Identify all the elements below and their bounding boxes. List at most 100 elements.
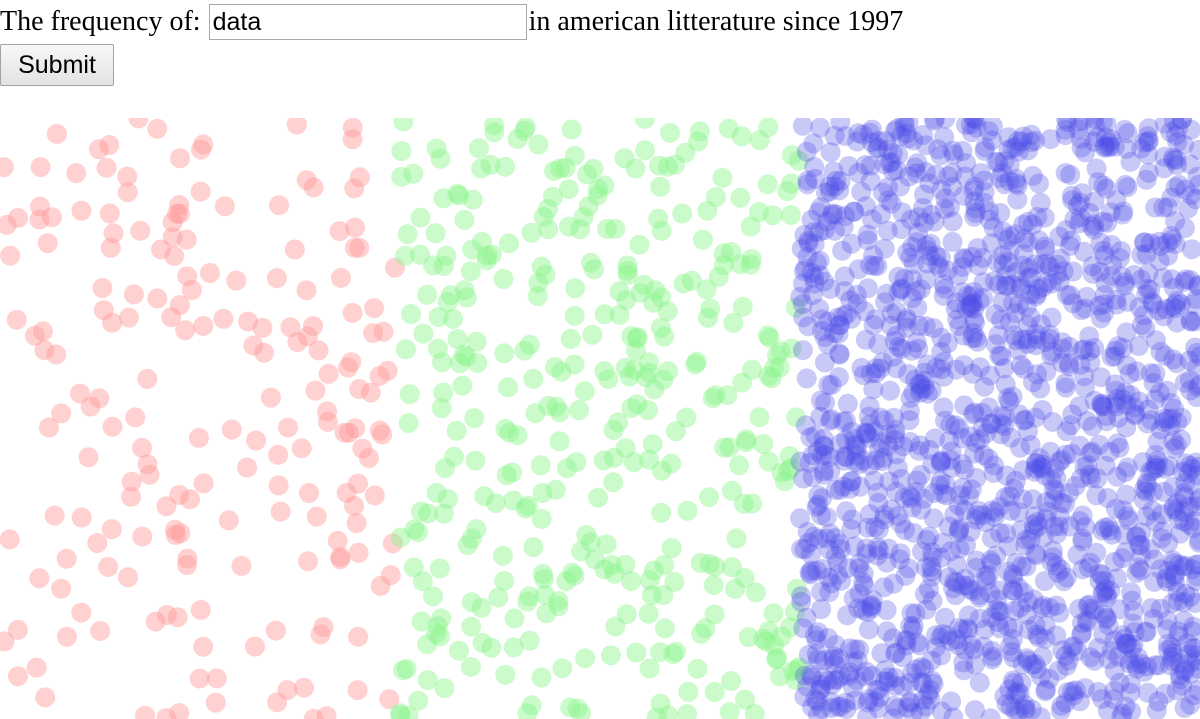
frequency-dot xyxy=(832,240,853,261)
frequency-dot xyxy=(1005,684,1026,705)
frequency-dot xyxy=(954,395,975,416)
frequency-dot xyxy=(699,487,720,508)
frequency-dot xyxy=(544,161,565,181)
frequency-dot xyxy=(629,234,650,255)
frequency-dot xyxy=(957,618,978,639)
frequency-dot xyxy=(942,140,963,161)
frequency-dot xyxy=(634,118,655,129)
frequency-dot xyxy=(753,434,774,454)
frequency-dot xyxy=(1069,435,1090,456)
frequency-dot xyxy=(574,381,595,402)
frequency-dot xyxy=(1115,633,1136,654)
frequency-dot xyxy=(1093,240,1114,261)
frequency-dot xyxy=(1004,478,1024,499)
frequency-dot xyxy=(925,428,945,449)
frequency-dot xyxy=(594,559,615,580)
frequency-dot xyxy=(802,285,823,306)
frequency-dot xyxy=(922,590,943,611)
frequency-dot xyxy=(966,505,987,526)
frequency-dot xyxy=(132,437,152,458)
frequency-dot xyxy=(899,485,920,506)
frequency-dot xyxy=(879,471,900,492)
frequency-dot xyxy=(789,657,810,678)
frequency-dot xyxy=(472,632,493,653)
frequency-dot xyxy=(1154,118,1175,134)
frequency-dot xyxy=(948,522,969,543)
frequency-dot xyxy=(1137,126,1158,147)
frequency-dot xyxy=(399,384,420,405)
frequency-dot xyxy=(814,271,835,292)
frequency-dot xyxy=(798,316,819,337)
frequency-dot xyxy=(840,290,861,311)
frequency-dot xyxy=(712,167,733,188)
frequency-dot xyxy=(1072,623,1092,643)
frequency-dot xyxy=(429,558,450,579)
frequency-dot xyxy=(1096,607,1117,628)
frequency-dot xyxy=(1097,700,1118,719)
frequency-dot xyxy=(1116,322,1137,343)
frequency-dot xyxy=(796,368,817,389)
frequency-dot xyxy=(863,379,884,400)
frequency-dot xyxy=(903,522,924,543)
frequency-dot xyxy=(981,413,1002,434)
frequency-dot xyxy=(1042,540,1063,561)
frequency-dot xyxy=(838,558,859,579)
frequency-dot xyxy=(1033,595,1053,616)
frequency-dot xyxy=(910,374,931,395)
frequency-dot xyxy=(410,207,431,228)
frequency-dot xyxy=(796,141,817,162)
frequency-dot xyxy=(1170,669,1191,690)
frequency-dot xyxy=(1180,652,1200,673)
frequency-dot xyxy=(753,629,774,649)
frequency-dot xyxy=(897,697,918,718)
frequency-dot xyxy=(1084,390,1105,411)
frequency-dot xyxy=(973,636,994,657)
word-input[interactable] xyxy=(208,4,527,40)
frequency-dot xyxy=(733,493,754,514)
frequency-dot xyxy=(1098,516,1119,537)
frequency-dot xyxy=(814,436,835,457)
frequency-dot xyxy=(836,501,857,522)
frequency-dot xyxy=(811,505,831,526)
frequency-dot xyxy=(836,430,856,450)
frequency-dot xyxy=(417,670,438,690)
frequency-dot xyxy=(1138,130,1159,151)
frequency-dot xyxy=(1046,555,1067,576)
frequency-dot xyxy=(661,453,682,474)
frequency-dot xyxy=(1157,640,1178,661)
frequency-dot xyxy=(819,181,840,202)
frequency-dot xyxy=(1088,681,1109,702)
frequency-dot xyxy=(742,359,763,380)
frequency-dot xyxy=(99,135,120,155)
frequency-dot xyxy=(896,123,917,144)
frequency-dot xyxy=(689,121,710,142)
frequency-dot xyxy=(966,467,987,488)
frequency-dot xyxy=(1145,511,1166,532)
frequency-dot xyxy=(605,616,626,637)
frequency-dot xyxy=(1006,173,1027,193)
frequency-dot xyxy=(919,245,940,266)
frequency-dot xyxy=(854,301,875,322)
frequency-dot xyxy=(730,187,751,208)
frequency-dot xyxy=(533,207,554,227)
frequency-dot xyxy=(858,689,879,710)
frequency-dot xyxy=(226,270,247,291)
frequency-dot xyxy=(1138,144,1158,165)
submit-button[interactable]: Submit xyxy=(0,44,114,86)
frequency-dot xyxy=(190,181,211,202)
frequency-dot xyxy=(469,138,489,159)
frequency-dot xyxy=(1116,634,1136,655)
frequency-dot xyxy=(571,703,591,719)
frequency-dot xyxy=(538,395,559,416)
frequency-dot xyxy=(246,430,267,451)
frequency-dot xyxy=(1174,501,1195,522)
frequency-dot xyxy=(1005,303,1026,324)
frequency-dot xyxy=(843,677,864,698)
frequency-dot xyxy=(979,365,1000,386)
frequency-dot xyxy=(833,306,854,326)
frequency-dot xyxy=(1040,441,1061,462)
frequency-dot xyxy=(1003,580,1024,601)
frequency-dot xyxy=(1149,382,1170,403)
frequency-dot xyxy=(1181,458,1200,479)
frequency-dot xyxy=(1026,286,1047,307)
